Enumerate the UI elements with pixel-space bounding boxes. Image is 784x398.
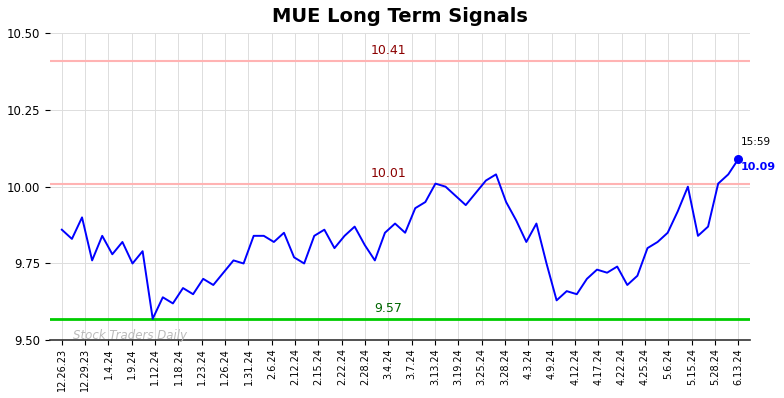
- Title: MUE Long Term Signals: MUE Long Term Signals: [272, 7, 528, 26]
- Text: 10.09: 10.09: [741, 162, 776, 172]
- Point: [732, 156, 745, 162]
- Text: Stock Traders Daily: Stock Traders Daily: [74, 329, 187, 342]
- Text: 9.57: 9.57: [375, 302, 402, 315]
- Text: 15:59: 15:59: [741, 137, 771, 147]
- Text: 10.41: 10.41: [371, 44, 406, 57]
- Text: 10.01: 10.01: [371, 167, 406, 180]
